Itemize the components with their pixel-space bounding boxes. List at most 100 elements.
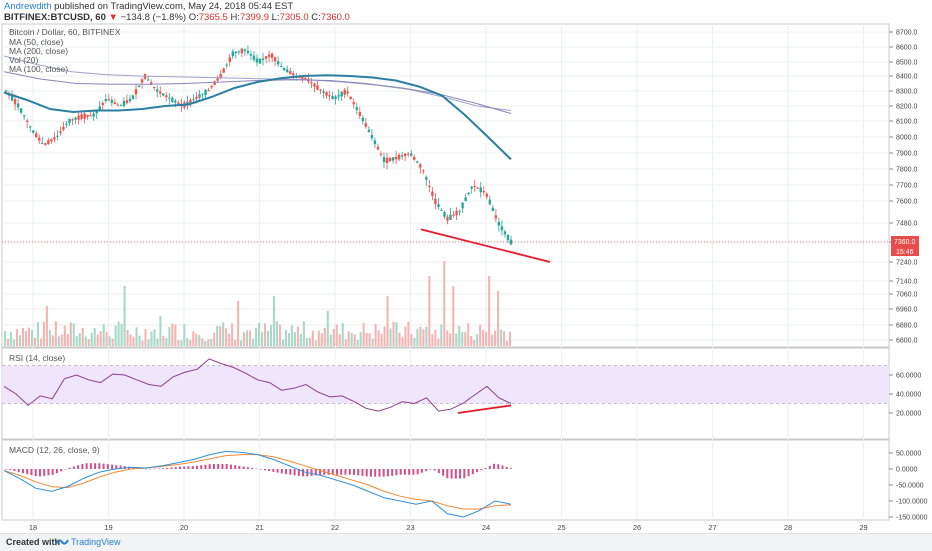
volume-bar [452, 286, 455, 346]
candle-body [289, 71, 292, 75]
author-link[interactable]: Andrewdith [4, 1, 52, 12]
candle-body [44, 143, 47, 145]
candle-body [313, 83, 316, 87]
high-label: H: [230, 12, 240, 23]
ma200-line [3, 55, 512, 111]
ma50-line [3, 74, 512, 161]
candle-body [155, 89, 159, 92]
macd-histogram-bar [391, 469, 394, 476]
macd-histogram-bar [47, 469, 50, 476]
price-tick-label: 7900.0 [896, 151, 918, 158]
macd-histogram-bar [336, 469, 339, 475]
candle-body [370, 135, 374, 139]
legend-ma50[interactable]: MA (50, close) [9, 37, 64, 47]
candle-body [231, 51, 234, 57]
candle-body [98, 106, 101, 110]
volume-bar [368, 333, 371, 346]
chart-canvas[interactable]: 18 19 20 21 22 23 24 25 26 27 28 29 8700.0 8600.0 8500… [0, 0, 932, 533]
macd-histogram-bar [68, 467, 71, 469]
volume-bar [63, 325, 66, 346]
volume-bar [126, 329, 129, 346]
volume-bar [410, 333, 413, 346]
macd-histogram-bar [60, 469, 63, 472]
volume-bar [234, 339, 237, 346]
legend-volume[interactable]: Vol (20) [9, 55, 39, 65]
candle-body [455, 210, 458, 216]
volume-bar [153, 329, 156, 346]
legend-ma200[interactable]: MA (200, close) [9, 46, 69, 56]
macd-histogram-bar [238, 465, 241, 469]
volume-bar [24, 331, 28, 346]
rsi-pane-title[interactable]: RSI (14, close) [9, 353, 66, 363]
candle-body [352, 102, 355, 105]
candle-body [337, 95, 340, 97]
macd-histogram-bar [340, 469, 343, 475]
macd-histogram-bar [106, 464, 109, 469]
candle-body [422, 170, 425, 172]
tradingview-brand[interactable]: TradingView [71, 537, 121, 547]
volume-bar [404, 326, 407, 346]
candle-body [286, 69, 289, 73]
price-tick-label: 8100.0 [896, 119, 918, 126]
volume-bar [395, 322, 398, 346]
x-tick-label: 21 [255, 523, 263, 532]
volume-bar [296, 326, 299, 346]
candle-body [140, 79, 144, 83]
candle-body [325, 92, 328, 96]
candle-body [80, 114, 83, 119]
candle-body [322, 91, 325, 93]
volume-bar [482, 330, 485, 346]
candle-body [95, 110, 98, 114]
macd-pane-title[interactable]: MACD (12, 26, close, 9) [9, 445, 100, 455]
price-tick-label: 6880.0 [896, 323, 918, 330]
volume-bar [177, 340, 180, 346]
volume-bar [284, 329, 287, 346]
candle-body [28, 126, 32, 128]
volume-bar [213, 332, 216, 346]
volume-bar [299, 333, 302, 346]
volume-bar [90, 332, 93, 346]
candle-body [258, 58, 262, 64]
rsi-tick-label: 60.0000 [896, 373, 921, 380]
volume-bar [180, 340, 183, 346]
candle-body [92, 113, 95, 117]
macd-histogram-bar [157, 468, 160, 469]
volume-bar [269, 325, 273, 346]
candle-body [47, 140, 50, 145]
volume-bar [12, 339, 16, 346]
x-tick-label: 24 [482, 523, 490, 532]
open-label: O: [188, 12, 199, 23]
macd-histogram-bar [225, 464, 228, 469]
macd-histogram-bar [208, 464, 211, 469]
macd-histogram-bar [153, 468, 156, 470]
publish-text: published on TradingView.com, May 24, 20… [54, 1, 294, 12]
volume-bar [228, 333, 231, 346]
volume-bar [33, 337, 36, 346]
last-price-value: 7360.0 [894, 239, 916, 246]
candle-body [101, 102, 104, 106]
macd-histogram-bar [263, 469, 266, 471]
price-tick-label: 7140.0 [896, 279, 918, 286]
volume-bar [380, 334, 383, 346]
volume-bar [287, 333, 290, 346]
price-tick-label: 6960.0 [896, 307, 918, 314]
candle-body [328, 95, 331, 97]
macd-histogram-bar [255, 468, 258, 470]
candle-body [334, 96, 337, 99]
candle-body [382, 157, 386, 163]
macd-histogram-bar [433, 469, 436, 471]
volume-bar [93, 328, 96, 346]
macd-histogram-bar [348, 469, 351, 475]
price-tick-label: 8500.0 [896, 60, 918, 67]
volume-bar [219, 326, 222, 346]
rsi-line [3, 358, 512, 412]
legend-ma100[interactable]: MA (100, close) [9, 64, 69, 74]
candle-body [485, 193, 489, 197]
volume-bar [48, 329, 51, 346]
volume-bar [171, 323, 174, 346]
macd-histogram-bar [72, 466, 75, 469]
macd-histogram-bar [442, 469, 445, 476]
volume-bar [216, 325, 219, 346]
volume-bar [18, 335, 22, 346]
macd-histogram-bar [420, 469, 423, 473]
